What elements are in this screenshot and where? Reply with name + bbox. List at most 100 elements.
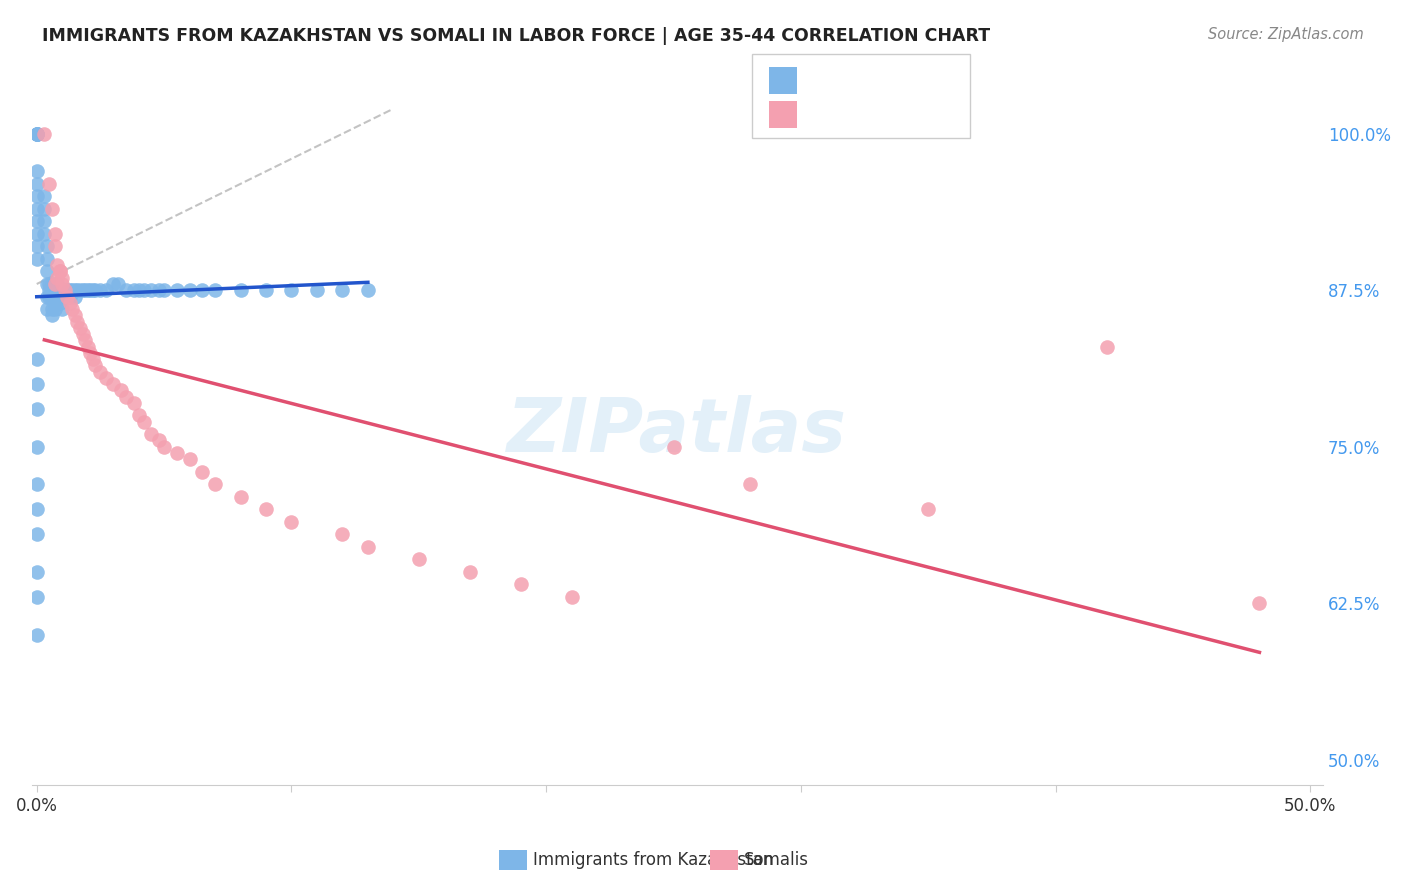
Point — [25, 189, 48, 203]
Point — [72, 327, 94, 342]
Point — [79, 346, 101, 360]
Point — [132, 283, 155, 297]
Point — [101, 377, 124, 392]
Point — [56, 289, 79, 303]
Point — [305, 283, 328, 297]
Point — [204, 477, 226, 491]
Point — [38, 283, 60, 297]
Point — [25, 164, 48, 178]
Point — [179, 452, 201, 467]
Point — [35, 239, 58, 253]
Point — [63, 283, 86, 297]
Point — [25, 252, 48, 266]
Point — [82, 283, 104, 297]
Point — [75, 334, 97, 348]
Text: 54: 54 — [924, 105, 946, 123]
Point — [122, 283, 145, 297]
Point — [128, 283, 150, 297]
Point — [25, 402, 48, 417]
Point — [48, 283, 70, 297]
Text: N =: N = — [882, 105, 934, 123]
Point — [34, 189, 56, 203]
Point — [25, 127, 48, 141]
Point — [179, 283, 201, 297]
Point — [44, 289, 66, 303]
Point — [25, 202, 48, 216]
Point — [48, 289, 70, 303]
Point — [141, 427, 163, 442]
Point — [280, 283, 302, 297]
Point — [46, 270, 69, 285]
Point — [132, 415, 155, 429]
Point — [191, 465, 214, 479]
Point — [51, 289, 73, 303]
Point — [46, 289, 69, 303]
Point — [25, 227, 48, 241]
Point — [229, 283, 252, 297]
Point — [128, 409, 150, 423]
Point — [51, 277, 73, 291]
Point — [84, 359, 107, 373]
Point — [56, 289, 79, 303]
Point — [76, 283, 98, 297]
Point — [280, 515, 302, 529]
Point — [408, 552, 430, 566]
Point — [41, 277, 63, 291]
Point — [254, 283, 277, 297]
Point — [35, 264, 58, 278]
Point — [46, 283, 69, 297]
Text: Source: ZipAtlas.com: Source: ZipAtlas.com — [1208, 27, 1364, 42]
Point — [41, 308, 63, 322]
Point — [332, 527, 354, 541]
Point — [25, 590, 48, 604]
Point — [44, 283, 66, 297]
Point — [34, 227, 56, 241]
Point — [82, 352, 104, 367]
Point — [41, 289, 63, 303]
Point — [46, 277, 69, 291]
Point — [148, 283, 170, 297]
Point — [94, 371, 117, 385]
Point — [107, 277, 129, 291]
Point — [191, 283, 214, 297]
Point — [166, 446, 188, 460]
Point — [357, 283, 380, 297]
Point — [115, 390, 138, 404]
Point — [35, 289, 58, 303]
Point — [122, 396, 145, 410]
Point — [917, 502, 939, 516]
Point — [229, 490, 252, 504]
Point — [110, 384, 132, 398]
Point — [84, 283, 107, 297]
Point — [51, 283, 73, 297]
Point — [204, 283, 226, 297]
Point — [1249, 596, 1271, 610]
Point — [561, 590, 583, 604]
Point — [66, 314, 89, 328]
Point — [34, 127, 56, 141]
Point — [25, 127, 48, 141]
Point — [53, 289, 76, 303]
Point — [458, 565, 481, 579]
Text: 0.210: 0.210 — [832, 71, 889, 89]
Point — [332, 283, 354, 297]
Point — [25, 377, 48, 392]
Text: IMMIGRANTS FROM KAZAKHSTAN VS SOMALI IN LABOR FORCE | AGE 35-44 CORRELATION CHAR: IMMIGRANTS FROM KAZAKHSTAN VS SOMALI IN … — [42, 27, 990, 45]
Point — [25, 565, 48, 579]
Point — [44, 227, 66, 241]
Point — [166, 283, 188, 297]
Point — [44, 301, 66, 316]
Point — [153, 440, 176, 454]
Point — [89, 365, 111, 379]
Point — [44, 295, 66, 310]
Point — [141, 283, 163, 297]
Point — [1095, 340, 1118, 354]
Point — [51, 270, 73, 285]
Point — [56, 283, 79, 297]
Point — [79, 283, 101, 297]
Point — [25, 502, 48, 516]
Point — [115, 283, 138, 297]
Point — [53, 283, 76, 297]
Point — [25, 440, 48, 454]
Point — [25, 239, 48, 253]
